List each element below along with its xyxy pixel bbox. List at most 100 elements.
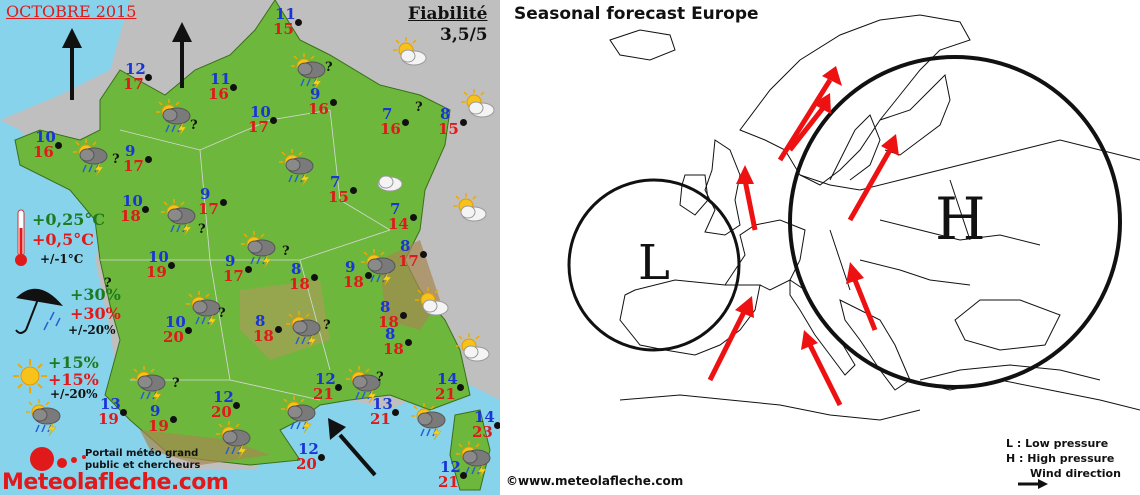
thunderstorm-icon xyxy=(280,395,318,439)
city-dot xyxy=(145,74,152,81)
max-temp: 18 xyxy=(120,207,141,225)
wind-arrows-france xyxy=(62,22,377,477)
uncertainty-mark: ? xyxy=(190,118,198,133)
min-temp: 10 xyxy=(122,192,143,210)
min-temp: 10 xyxy=(35,128,56,146)
city-dot xyxy=(335,384,342,391)
thunderstorm-icon xyxy=(155,98,193,142)
min-temp: 7 xyxy=(330,173,341,191)
city-dot xyxy=(330,99,337,106)
max-temp: 14 xyxy=(388,215,409,233)
max-temp: 21 xyxy=(313,385,334,403)
uncertainty-mark: ? xyxy=(218,306,226,321)
temp-legend-range: +/-1°C xyxy=(40,252,84,266)
min-temp: 12 xyxy=(298,440,319,458)
uncertainty-mark: ? xyxy=(376,370,384,385)
max-temp: 17 xyxy=(198,200,219,218)
sun-legend-line1: +15% xyxy=(48,353,99,372)
min-temp: 7 xyxy=(382,105,393,123)
sea-area xyxy=(0,0,130,120)
uncertainty-mark: ? xyxy=(198,222,206,237)
high-pressure-circle xyxy=(788,55,1122,389)
max-temp: 15 xyxy=(328,188,349,206)
min-temp: 7 xyxy=(390,200,401,218)
min-temp: 8 xyxy=(255,312,266,330)
france-map-svg xyxy=(0,0,500,495)
thermometer-icon xyxy=(12,208,30,266)
city-dot xyxy=(410,214,417,221)
city-dot xyxy=(311,274,318,281)
sun-cloud-icon xyxy=(452,192,490,228)
sun-legend-icon xyxy=(12,358,48,398)
thunderstorm-icon xyxy=(410,402,448,446)
rain-legend-line2: +30% xyxy=(70,304,121,323)
max-temp: 21 xyxy=(370,410,391,428)
brand-tagline: Portail météo grand public et chercheurs xyxy=(85,448,200,472)
thunderstorm-icon xyxy=(215,420,253,464)
min-temp: 8 xyxy=(400,237,411,255)
max-temp: 17 xyxy=(223,267,244,285)
city-dot xyxy=(245,266,252,273)
city-dot xyxy=(168,262,175,269)
min-temp: 10 xyxy=(148,248,169,266)
city-dot xyxy=(420,251,427,258)
max-temp: 20 xyxy=(296,455,317,473)
pyrenees-relief xyxy=(140,430,270,465)
legend-wind-arrow xyxy=(1018,479,1048,489)
min-temp: 9 xyxy=(225,252,236,270)
sun-cloud-icon xyxy=(414,286,452,322)
max-temp: 18 xyxy=(383,340,404,358)
sun-cloud-icon xyxy=(392,36,430,72)
city-dot xyxy=(318,454,325,461)
thunderstorm-icon xyxy=(455,440,493,484)
city-dot xyxy=(270,117,277,124)
city-dot xyxy=(457,384,464,391)
max-temp: 18 xyxy=(343,273,364,291)
city-dot xyxy=(405,339,412,346)
sun-cloud-icon xyxy=(455,332,493,368)
min-temp: 11 xyxy=(210,70,231,88)
max-temp: 17 xyxy=(123,75,144,93)
min-temp: 8 xyxy=(380,298,391,316)
min-temp: 11 xyxy=(275,5,296,23)
sun-cloud-icon xyxy=(460,88,498,124)
city-dot xyxy=(400,312,407,319)
max-temp: 19 xyxy=(98,410,119,428)
city-dot xyxy=(145,156,152,163)
max-temp: 16 xyxy=(208,85,229,103)
europe-title: Seasonal forecast Europe xyxy=(514,4,759,24)
min-temp: 13 xyxy=(100,395,121,413)
reliability-label: Fiabilité xyxy=(408,4,488,24)
max-temp: 18 xyxy=(289,275,310,293)
city-dot xyxy=(275,326,282,333)
city-dot xyxy=(230,84,237,91)
max-temp: 15 xyxy=(273,20,294,38)
month-title: OCTOBRE 2015 xyxy=(6,2,137,21)
low-pressure-label: L xyxy=(638,235,670,291)
sun-legend-range: +/-20% xyxy=(50,387,98,401)
brand-name: Meteolafleche.com xyxy=(2,470,229,495)
max-temp: 18 xyxy=(253,327,274,345)
min-temp: 8 xyxy=(385,325,396,343)
min-temp: 9 xyxy=(150,402,161,420)
min-temp: 13 xyxy=(372,395,393,413)
max-temp: 16 xyxy=(33,143,54,161)
max-temp: 17 xyxy=(123,157,144,175)
thunderstorm-icon xyxy=(185,290,223,334)
uncertainty-mark: ? xyxy=(415,100,423,115)
thunderstorm-icon xyxy=(160,198,198,242)
max-temp: 17 xyxy=(248,118,269,136)
legend-wind: Wind direction xyxy=(1030,467,1121,480)
min-temp: 14 xyxy=(474,408,495,426)
rain-legend-range: +/-20% xyxy=(68,323,116,337)
city-dot xyxy=(402,119,409,126)
temp-legend-line2: +0,5°C xyxy=(32,230,94,249)
city-dot xyxy=(295,19,302,26)
thunderstorm-icon xyxy=(360,248,398,292)
min-temp: 12 xyxy=(440,458,461,476)
europe-legend: L : Low pressure H : High pressure Wind … xyxy=(1006,436,1121,481)
max-temp: 16 xyxy=(308,100,329,118)
uncertainty-mark: ? xyxy=(112,152,120,167)
legend-low: L : Low pressure xyxy=(1006,437,1109,450)
thunderstorm-icon xyxy=(285,310,323,354)
